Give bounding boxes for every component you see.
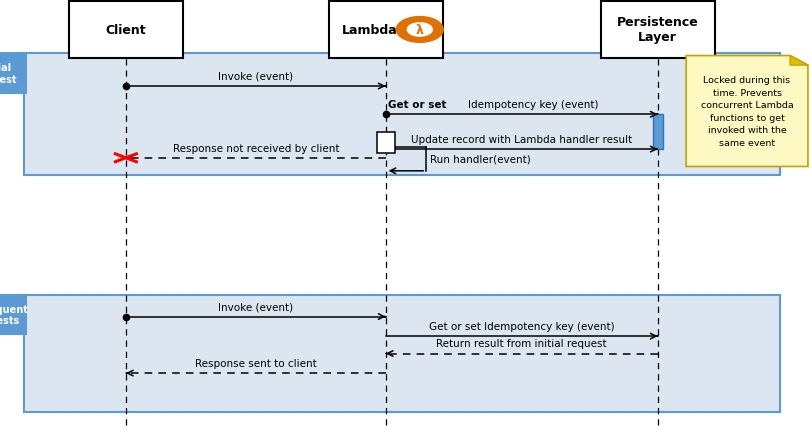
Bar [328,2,442,59]
Text: Get or set: Get or set [388,100,450,110]
Text: Response sent to client: Response sent to client [195,358,316,368]
Text: Invoke (event): Invoke (event) [218,72,293,82]
Text: Lambda: Lambda [341,24,397,37]
Text: Response not received by client: Response not received by client [172,143,339,153]
Bar [24,54,779,176]
Text: Run handler(event): Run handler(event) [430,155,530,164]
Text: λ: λ [415,24,423,37]
Bar [69,2,182,59]
Polygon shape [789,56,807,66]
Circle shape [407,24,431,37]
Text: Return result from initial request: Return result from initial request [436,339,607,349]
Text: Subsequent
requests: Subsequent requests [0,304,28,326]
Bar [0,295,26,334]
Text: Get or set Idempotency key (event): Get or set Idempotency key (event) [428,321,614,331]
Text: Update record with Lambda handler result: Update record with Lambda handler result [410,135,632,145]
Bar [600,2,714,59]
Bar [24,295,779,412]
Bar [0,54,26,93]
Text: Initial
request: Initial request [0,63,17,85]
Text: Persistence
Layer: Persistence Layer [616,16,697,44]
Text: Client: Client [105,24,146,37]
Bar [376,132,394,154]
Text: Invoke (event): Invoke (event) [218,302,293,312]
Circle shape [397,18,442,43]
Polygon shape [685,56,807,167]
Bar [652,115,662,150]
Text: Idempotency key (event): Idempotency key (event) [468,100,598,110]
Text: Locked during this
time. Prevents
concurrent Lambda
functions to get
invoked wit: Locked during this time. Prevents concur… [700,76,792,148]
